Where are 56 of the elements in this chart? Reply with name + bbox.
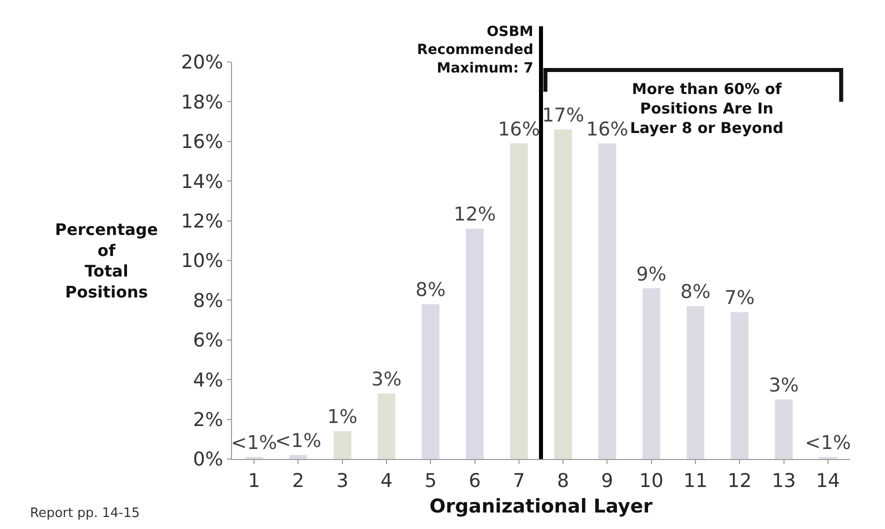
x-tick-label: 3 — [336, 470, 348, 492]
x-tick-label: 13 — [772, 470, 796, 492]
y-tick-label: 10% — [180, 250, 224, 272]
data-label: <1% — [804, 432, 851, 454]
bar — [377, 393, 396, 459]
bar — [554, 129, 572, 459]
y-tick-label: 12% — [180, 210, 224, 232]
y-tick-label: 6% — [193, 330, 224, 352]
x-tick-label: 2 — [292, 470, 304, 492]
y-axis-title: Percentage of Total Positions — [55, 220, 158, 302]
bar — [289, 454, 308, 459]
x-tick-label: 12 — [728, 470, 752, 492]
x-tick-label: 1 — [248, 470, 260, 492]
bar — [598, 143, 616, 459]
data-label: 1% — [327, 406, 358, 428]
x-tick-label: 5 — [424, 470, 437, 492]
data-label: 16% — [586, 118, 628, 140]
data-label: 17% — [542, 104, 584, 126]
y-tick-label: 20% — [180, 52, 224, 74]
bar — [466, 228, 484, 459]
y-tick-label: 14% — [180, 170, 224, 193]
x-tick-label: 4 — [380, 470, 393, 492]
data-label: 16% — [498, 118, 540, 140]
x-tick-label: 6 — [468, 470, 481, 492]
ref-line-label: OSBM Recommended Maximum: 7 — [417, 24, 534, 76]
bar — [774, 399, 793, 459]
data-label: <1% — [231, 432, 278, 454]
y-tick-label: 16% — [180, 131, 224, 154]
y-tick-label: 0% — [193, 448, 224, 471]
data-label: 12% — [454, 204, 496, 226]
data-label: 7% — [724, 287, 755, 310]
text: Report pp. 14-15 — [30, 506, 140, 521]
annotation: More than 60% of Positions Are In Layer 8 or Beyond — [630, 80, 784, 137]
bar — [333, 430, 352, 459]
bar — [510, 143, 528, 459]
data-label: <1% — [275, 430, 322, 452]
bar — [730, 312, 749, 459]
x-axis-title: Organizational Layer — [430, 496, 654, 518]
data-label: 8% — [416, 279, 446, 302]
x-tick-label: 8 — [557, 470, 570, 492]
y-tick-label: 2% — [193, 408, 224, 431]
y-tick-label: 8% — [193, 290, 224, 312]
x-tick-label: 7 — [512, 470, 525, 492]
x-tick-label: 11 — [683, 470, 708, 492]
bar — [422, 304, 440, 459]
data-label: 3% — [371, 368, 402, 390]
data-label: 8% — [680, 281, 711, 304]
bar — [686, 306, 705, 459]
y-tick-label: 18% — [180, 91, 224, 114]
x-tick-label: 9 — [601, 470, 614, 492]
y-tick-label: 4% — [193, 369, 224, 392]
data-label: 9% — [636, 263, 666, 286]
data-label: 3% — [768, 374, 799, 396]
bar — [642, 288, 660, 459]
x-tick-label: 10 — [639, 470, 664, 492]
x-tick-label: 14 — [816, 470, 840, 492]
